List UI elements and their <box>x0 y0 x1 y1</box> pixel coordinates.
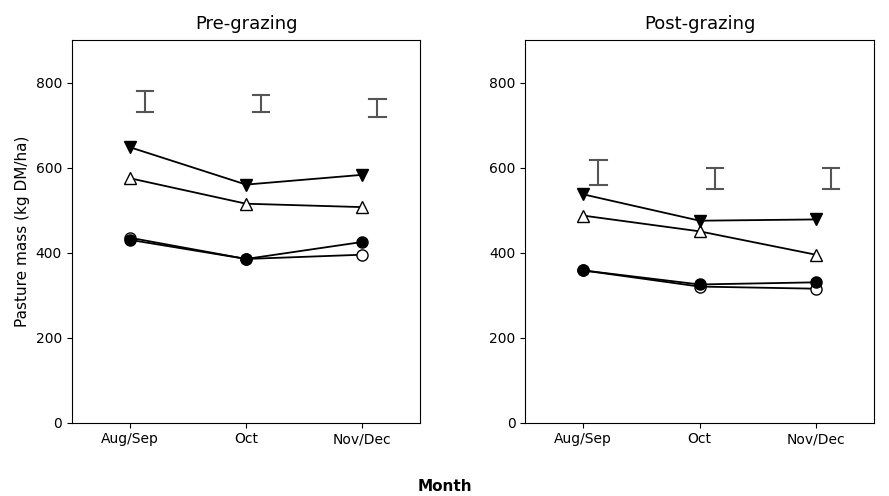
Title: Pre-grazing: Pre-grazing <box>195 15 297 33</box>
Text: Month: Month <box>417 479 472 494</box>
Y-axis label: Pasture mass (kg DM/ha): Pasture mass (kg DM/ha) <box>15 135 30 327</box>
Title: Post-grazing: Post-grazing <box>644 15 756 33</box>
